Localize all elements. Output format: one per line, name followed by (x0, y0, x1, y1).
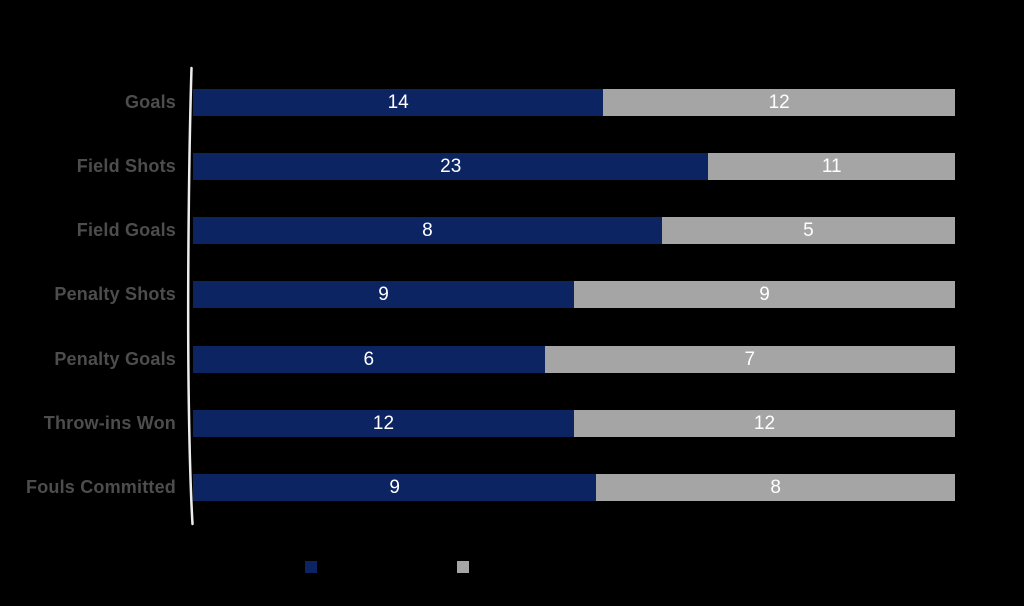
chart-row: Field Goals 8 5 (0, 217, 1024, 244)
category-label: Throw-ins Won (43, 413, 176, 433)
stacked-bar: 23 11 (193, 153, 955, 180)
bar-segment-gray: 11 (708, 153, 955, 180)
value-label: 8 (770, 476, 781, 498)
value-label: 7 (744, 348, 756, 370)
value-label: 12 (768, 91, 790, 113)
stacked-bar: 12 12 (193, 410, 955, 437)
chart-row: Penalty Shots 9 9 (0, 281, 1024, 308)
chart-row: Throw-ins Won 12 12 (0, 410, 1024, 437)
category-label: Goals (124, 92, 176, 112)
bar-segment-navy: 8 (193, 217, 662, 244)
bar-segment-navy: 6 (193, 346, 545, 373)
chart-legend (0, 561, 1024, 574)
category-label: Penalty Shots (54, 284, 176, 304)
value-label: 9 (389, 476, 400, 498)
bar-segment-navy: 9 (193, 281, 574, 308)
value-label: 9 (378, 283, 389, 305)
bar-segment-gray: 7 (544, 346, 955, 373)
category-label: Field Goals (76, 220, 176, 240)
legend-swatch-navy (305, 561, 317, 573)
bar-segment-gray: 12 (574, 410, 955, 437)
bar-segment-gray: 8 (596, 474, 955, 501)
value-label: 23 (440, 155, 462, 177)
chart-row: Penalty Goals 6 7 (0, 346, 1024, 373)
legend-swatch-gray (457, 561, 469, 573)
bar-segment-navy: 23 (193, 153, 709, 180)
bar-segment-gray: 5 (661, 217, 955, 244)
value-label: 14 (387, 91, 409, 113)
bar-segment-navy: 12 (193, 410, 574, 437)
value-label: 9 (759, 283, 770, 305)
value-label: 8 (422, 219, 433, 241)
category-label: Penalty Goals (54, 349, 176, 369)
chart-row: Fouls Committed 9 8 (0, 474, 1024, 501)
category-label: Fouls Committed (26, 477, 176, 497)
chart-row: Goals 14 12 (0, 89, 1024, 116)
bar-segment-gray: 12 (603, 89, 955, 116)
chart-row: Field Shots 23 11 (0, 153, 1024, 180)
category-label: Field Shots (76, 156, 176, 176)
value-label: 12 (372, 412, 395, 434)
value-label: 11 (821, 155, 842, 177)
value-label: 12 (753, 412, 776, 434)
value-label: 5 (803, 219, 814, 241)
bar-segment-navy: 9 (193, 474, 597, 501)
value-label: 6 (363, 348, 375, 370)
bar-segment-gray: 9 (574, 281, 955, 308)
stacked-bar: 14 12 (193, 89, 955, 116)
bar-segment-navy: 14 (193, 89, 604, 116)
